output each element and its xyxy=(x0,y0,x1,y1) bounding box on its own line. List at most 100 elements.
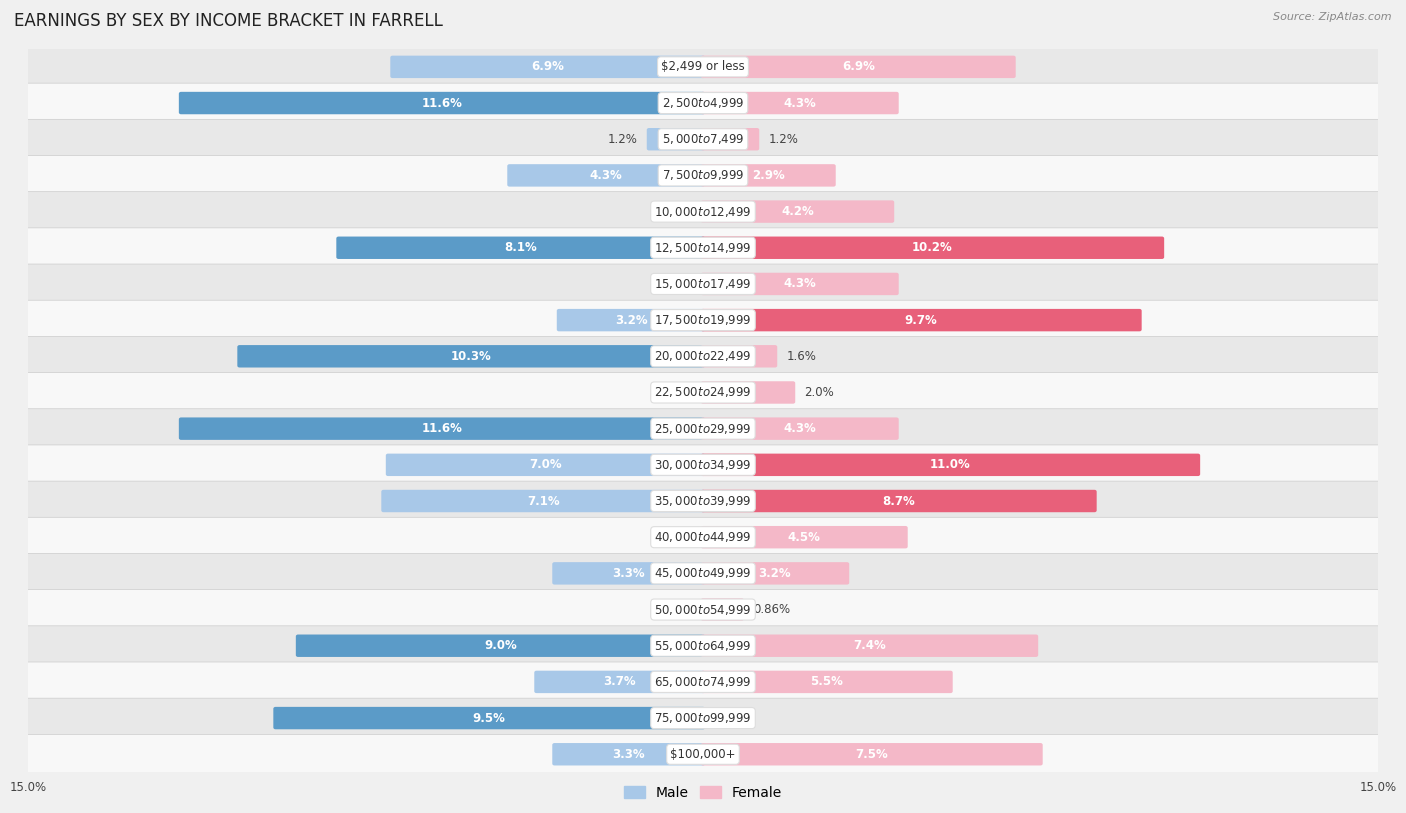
Text: 3.2%: 3.2% xyxy=(614,314,647,327)
Text: 3.3%: 3.3% xyxy=(613,567,645,580)
Text: 7.1%: 7.1% xyxy=(527,494,560,507)
FancyBboxPatch shape xyxy=(25,445,1381,485)
Text: $5,000 to $7,499: $5,000 to $7,499 xyxy=(662,133,744,146)
Text: 4.3%: 4.3% xyxy=(783,277,815,290)
Text: 9.0%: 9.0% xyxy=(484,639,517,652)
Text: 5.5%: 5.5% xyxy=(810,676,844,689)
FancyBboxPatch shape xyxy=(25,337,1381,376)
FancyBboxPatch shape xyxy=(25,372,1381,412)
FancyBboxPatch shape xyxy=(508,164,706,187)
FancyBboxPatch shape xyxy=(25,228,1381,267)
FancyBboxPatch shape xyxy=(385,454,706,476)
Text: 6.9%: 6.9% xyxy=(531,60,564,73)
FancyBboxPatch shape xyxy=(25,626,1381,666)
FancyBboxPatch shape xyxy=(700,562,849,585)
FancyBboxPatch shape xyxy=(25,47,1381,87)
FancyBboxPatch shape xyxy=(25,698,1381,738)
Text: $45,000 to $49,999: $45,000 to $49,999 xyxy=(654,567,752,580)
Text: 1.2%: 1.2% xyxy=(607,133,638,146)
Text: $55,000 to $64,999: $55,000 to $64,999 xyxy=(654,639,752,653)
Text: 3.7%: 3.7% xyxy=(603,676,636,689)
Text: 0.0%: 0.0% xyxy=(714,711,744,724)
Text: $35,000 to $39,999: $35,000 to $39,999 xyxy=(654,494,752,508)
Text: 1.6%: 1.6% xyxy=(786,350,815,363)
Legend: Male, Female: Male, Female xyxy=(619,780,787,805)
Text: $25,000 to $29,999: $25,000 to $29,999 xyxy=(654,422,752,436)
Text: 11.0%: 11.0% xyxy=(931,459,970,472)
FancyBboxPatch shape xyxy=(700,345,778,367)
Text: 4.3%: 4.3% xyxy=(591,169,623,182)
FancyBboxPatch shape xyxy=(700,237,1164,259)
FancyBboxPatch shape xyxy=(557,309,706,332)
FancyBboxPatch shape xyxy=(25,589,1381,629)
Text: 11.6%: 11.6% xyxy=(422,97,463,110)
FancyBboxPatch shape xyxy=(700,381,796,404)
Text: 11.6%: 11.6% xyxy=(422,422,463,435)
Text: 9.5%: 9.5% xyxy=(472,711,506,724)
FancyBboxPatch shape xyxy=(647,128,706,150)
Text: 2.9%: 2.9% xyxy=(752,169,785,182)
FancyBboxPatch shape xyxy=(700,634,1038,657)
FancyBboxPatch shape xyxy=(700,671,953,693)
FancyBboxPatch shape xyxy=(25,192,1381,232)
FancyBboxPatch shape xyxy=(700,128,759,150)
FancyBboxPatch shape xyxy=(179,92,706,115)
FancyBboxPatch shape xyxy=(700,743,1043,766)
Text: 4.3%: 4.3% xyxy=(783,97,815,110)
Text: 4.3%: 4.3% xyxy=(783,422,815,435)
Text: 0.0%: 0.0% xyxy=(662,205,692,218)
FancyBboxPatch shape xyxy=(179,417,706,440)
Text: $22,500 to $24,999: $22,500 to $24,999 xyxy=(654,385,752,399)
Text: 6.9%: 6.9% xyxy=(842,60,875,73)
Text: $50,000 to $54,999: $50,000 to $54,999 xyxy=(654,602,752,616)
Text: 4.2%: 4.2% xyxy=(782,205,814,218)
FancyBboxPatch shape xyxy=(25,554,1381,593)
Text: 9.7%: 9.7% xyxy=(905,314,938,327)
Text: Source: ZipAtlas.com: Source: ZipAtlas.com xyxy=(1274,12,1392,22)
Text: 3.2%: 3.2% xyxy=(759,567,792,580)
FancyBboxPatch shape xyxy=(700,454,1201,476)
FancyBboxPatch shape xyxy=(553,743,706,766)
Text: 0.0%: 0.0% xyxy=(662,531,692,544)
Text: 7.4%: 7.4% xyxy=(853,639,886,652)
Text: $15,000 to $17,499: $15,000 to $17,499 xyxy=(654,277,752,291)
Text: $100,000+: $100,000+ xyxy=(671,748,735,761)
Text: 10.3%: 10.3% xyxy=(451,350,492,363)
FancyBboxPatch shape xyxy=(381,489,706,512)
FancyBboxPatch shape xyxy=(700,200,894,223)
Text: 7.5%: 7.5% xyxy=(855,748,889,761)
FancyBboxPatch shape xyxy=(553,562,706,585)
FancyBboxPatch shape xyxy=(700,272,898,295)
Text: $12,500 to $14,999: $12,500 to $14,999 xyxy=(654,241,752,254)
FancyBboxPatch shape xyxy=(700,164,835,187)
FancyBboxPatch shape xyxy=(534,671,706,693)
Text: $65,000 to $74,999: $65,000 to $74,999 xyxy=(654,675,752,689)
FancyBboxPatch shape xyxy=(25,409,1381,449)
Text: 2.0%: 2.0% xyxy=(804,386,834,399)
Text: 7.0%: 7.0% xyxy=(529,459,562,472)
Text: $30,000 to $34,999: $30,000 to $34,999 xyxy=(654,458,752,472)
Text: 0.0%: 0.0% xyxy=(662,277,692,290)
FancyBboxPatch shape xyxy=(25,155,1381,195)
Text: $7,500 to $9,999: $7,500 to $9,999 xyxy=(662,168,744,182)
FancyBboxPatch shape xyxy=(25,481,1381,521)
Text: 0.86%: 0.86% xyxy=(754,603,790,616)
Text: $75,000 to $99,999: $75,000 to $99,999 xyxy=(654,711,752,725)
FancyBboxPatch shape xyxy=(295,634,706,657)
FancyBboxPatch shape xyxy=(25,264,1381,304)
FancyBboxPatch shape xyxy=(391,55,706,78)
Text: 0.0%: 0.0% xyxy=(662,386,692,399)
FancyBboxPatch shape xyxy=(25,300,1381,340)
Text: $40,000 to $44,999: $40,000 to $44,999 xyxy=(654,530,752,544)
FancyBboxPatch shape xyxy=(25,120,1381,159)
FancyBboxPatch shape xyxy=(700,526,908,549)
Text: 4.5%: 4.5% xyxy=(787,531,821,544)
FancyBboxPatch shape xyxy=(273,706,706,729)
Text: 10.2%: 10.2% xyxy=(912,241,953,254)
Text: $2,500 to $4,999: $2,500 to $4,999 xyxy=(662,96,744,110)
FancyBboxPatch shape xyxy=(700,598,744,621)
Text: 8.7%: 8.7% xyxy=(883,494,915,507)
FancyBboxPatch shape xyxy=(25,662,1381,702)
Text: 3.3%: 3.3% xyxy=(613,748,645,761)
Text: $2,499 or less: $2,499 or less xyxy=(661,60,745,73)
